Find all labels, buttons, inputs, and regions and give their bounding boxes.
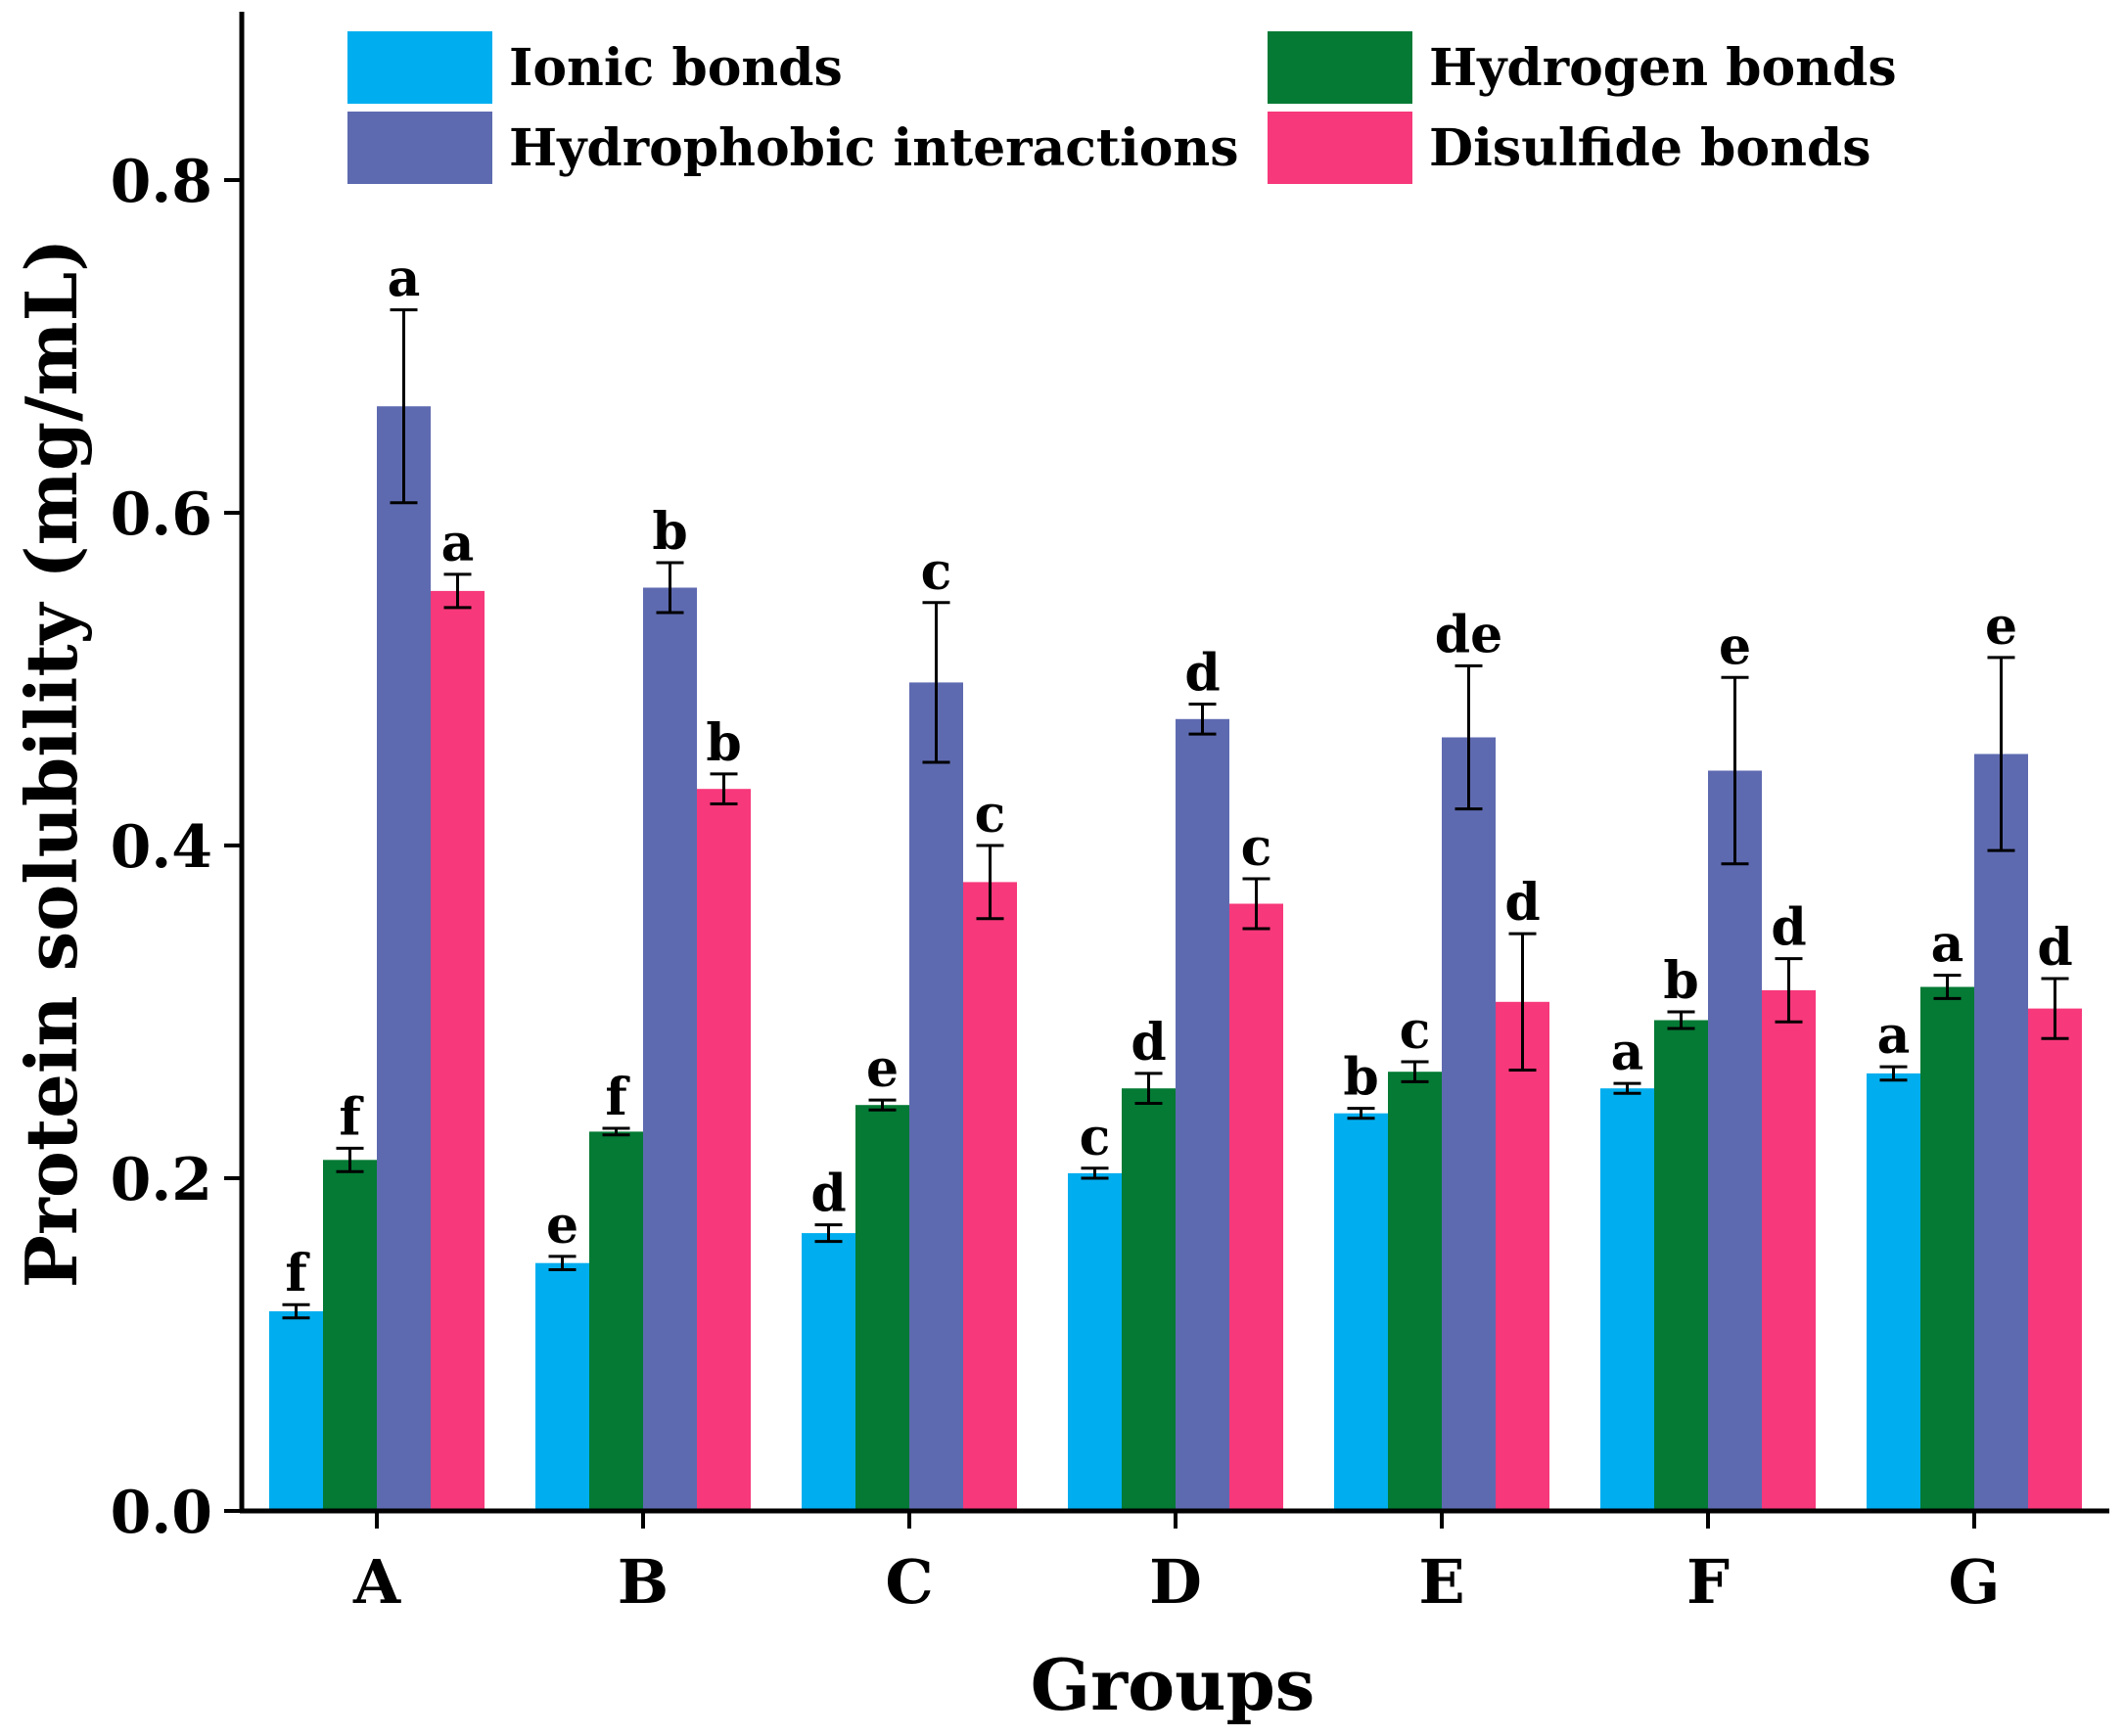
significance-label: a [441,514,475,573]
bar [1496,1001,1549,1511]
y-axis-title: Protein solubility (mg/mL) [10,239,93,1289]
significance-label: d [1504,873,1540,933]
bar [1920,986,1974,1511]
significance-label: c [921,542,952,602]
legend-label: Disulfide bonds [1429,118,1871,178]
significance-label: f [339,1087,364,1147]
significance-label: de [1435,605,1502,664]
bar [855,1105,909,1511]
bar [1974,754,2028,1511]
bar [1068,1172,1122,1511]
bar [963,882,1017,1511]
bar [1442,737,1496,1511]
significance-label: d [810,1165,846,1224]
legend-swatch [1268,31,1412,104]
bar [269,1311,323,1511]
significance-label: a [388,250,421,309]
error-bars-layer [282,308,2069,1320]
y-tick-label: 0.2 [111,1146,212,1214]
bar [1867,1073,1920,1511]
significance-label: d [2037,918,2072,978]
significance-label: f [605,1068,630,1127]
significance-label: a [1877,1006,1911,1066]
bar [1334,1113,1388,1511]
bars-layer [269,406,2082,1512]
x-tick-label: B [618,1546,669,1618]
x-axis-title: Groups [1031,1643,1316,1726]
bar [1762,989,1816,1511]
bar [431,590,485,1511]
bar [643,587,697,1511]
bar [377,406,431,1512]
bar [909,682,963,1511]
y-tick-label: 0.8 [111,148,212,216]
legend-swatch [347,31,492,104]
bar [1388,1072,1442,1511]
significance-label: d [1184,644,1220,704]
y-tick-label: 0.4 [111,813,212,882]
significance-label: b [1663,951,1698,1011]
x-tick-label: D [1149,1546,1202,1618]
significance-label: b [652,502,687,562]
bar [1176,718,1229,1511]
significance-label: e [546,1196,578,1256]
significance-label: a [1611,1023,1644,1082]
x-tick-label: F [1686,1546,1730,1618]
significance-label: e [1719,617,1751,676]
legend-label: Ionic bonds [509,38,843,98]
significance-label: b [1343,1048,1378,1108]
significance-label: a [1931,915,1964,975]
bar [1708,770,1762,1511]
significance-label: c [1080,1108,1111,1167]
x-tick-label: G [1949,1546,2001,1618]
bar [1229,903,1283,1511]
x-tick-label: A [352,1546,401,1618]
x-tick-label: C [885,1546,933,1618]
bar [589,1131,643,1511]
y-tick-label: 0.6 [111,480,212,549]
legend-label: Hydrogen bonds [1429,38,1897,98]
bar [697,789,751,1511]
bar [1654,1020,1708,1511]
ticks-layer: A B C D E F G 0.0 0.2 0.4 0.6 0.8 [111,148,2001,1618]
significance-label: c [1241,818,1272,878]
significance-label: c [975,785,1006,845]
bar [2028,1008,2082,1511]
bar [323,1160,377,1511]
y-tick-label: 0.0 [111,1479,212,1547]
x-tick-label: E [1418,1546,1464,1618]
legend: Ionic bonds Hydrogen bonds Hydrophobic int… [347,31,1897,184]
bar [535,1262,589,1511]
bar [1600,1088,1654,1511]
significance-label: d [1131,1013,1166,1073]
significance-label: e [1985,597,2017,657]
significance-label: b [706,713,741,773]
significance-label: f [285,1244,310,1303]
significance-label: d [1771,898,1806,958]
significance-label: c [1400,1001,1431,1061]
legend-label: Hydrophobic interactions [509,118,1238,178]
bar [802,1233,855,1511]
legend-swatch [1268,112,1412,184]
bar [1122,1088,1176,1511]
significance-label: e [866,1039,899,1099]
legend-swatch [347,112,492,184]
